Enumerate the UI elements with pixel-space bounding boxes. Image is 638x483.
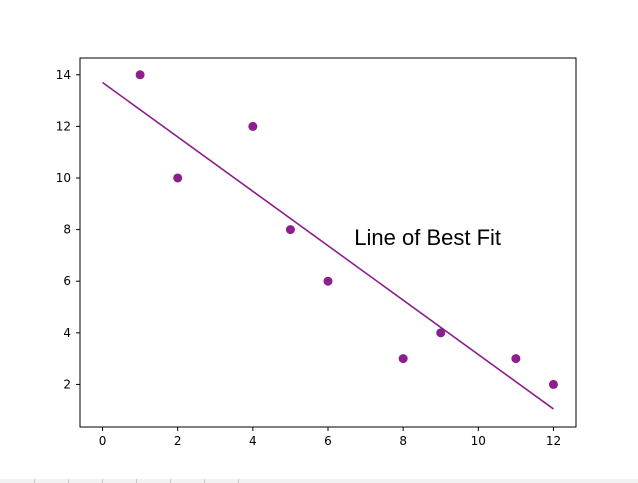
x-tick-label: 12 <box>546 434 561 448</box>
strip-segment <box>0 479 35 483</box>
strip-segment <box>103 479 137 483</box>
strip-segment <box>171 479 205 483</box>
bottom-scroll-strip <box>0 479 638 483</box>
data-point <box>323 276 333 286</box>
y-tick-label: 8 <box>63 223 71 237</box>
y-tick-label: 10 <box>56 171 71 185</box>
x-tick-label: 2 <box>174 434 182 448</box>
x-tick-label: 6 <box>324 434 332 448</box>
strip-segment <box>137 479 171 483</box>
x-tick-label: 4 <box>249 434 257 448</box>
y-tick-label: 14 <box>56 68 71 82</box>
fit-line-layer <box>102 81 554 410</box>
data-point <box>548 379 558 389</box>
data-point <box>436 328 446 338</box>
y-tick-label: 12 <box>56 119 71 133</box>
annotation-label: Line of Best Fit <box>354 225 501 250</box>
data-point <box>173 173 183 183</box>
y-axis: 2 4 6 8 10 12 14 <box>56 68 80 391</box>
x-tick-label: 8 <box>399 434 407 448</box>
y-tick-label: 2 <box>63 377 71 391</box>
y-tick-label: 6 <box>63 274 71 288</box>
x-tick-label: 10 <box>471 434 486 448</box>
best-fit-line <box>102 81 554 410</box>
y-tick-label: 4 <box>63 326 71 340</box>
strip-segment <box>35 479 69 483</box>
strip-segment <box>69 479 103 483</box>
data-point <box>285 225 295 235</box>
data-point <box>248 121 258 131</box>
x-axis: 0 2 4 6 8 10 12 <box>99 427 561 448</box>
data-point <box>511 354 521 364</box>
x-tick-label: 0 <box>99 434 107 448</box>
strip-segment <box>205 479 239 483</box>
data-point <box>398 354 408 364</box>
points-layer <box>135 70 558 389</box>
data-point <box>135 70 145 80</box>
